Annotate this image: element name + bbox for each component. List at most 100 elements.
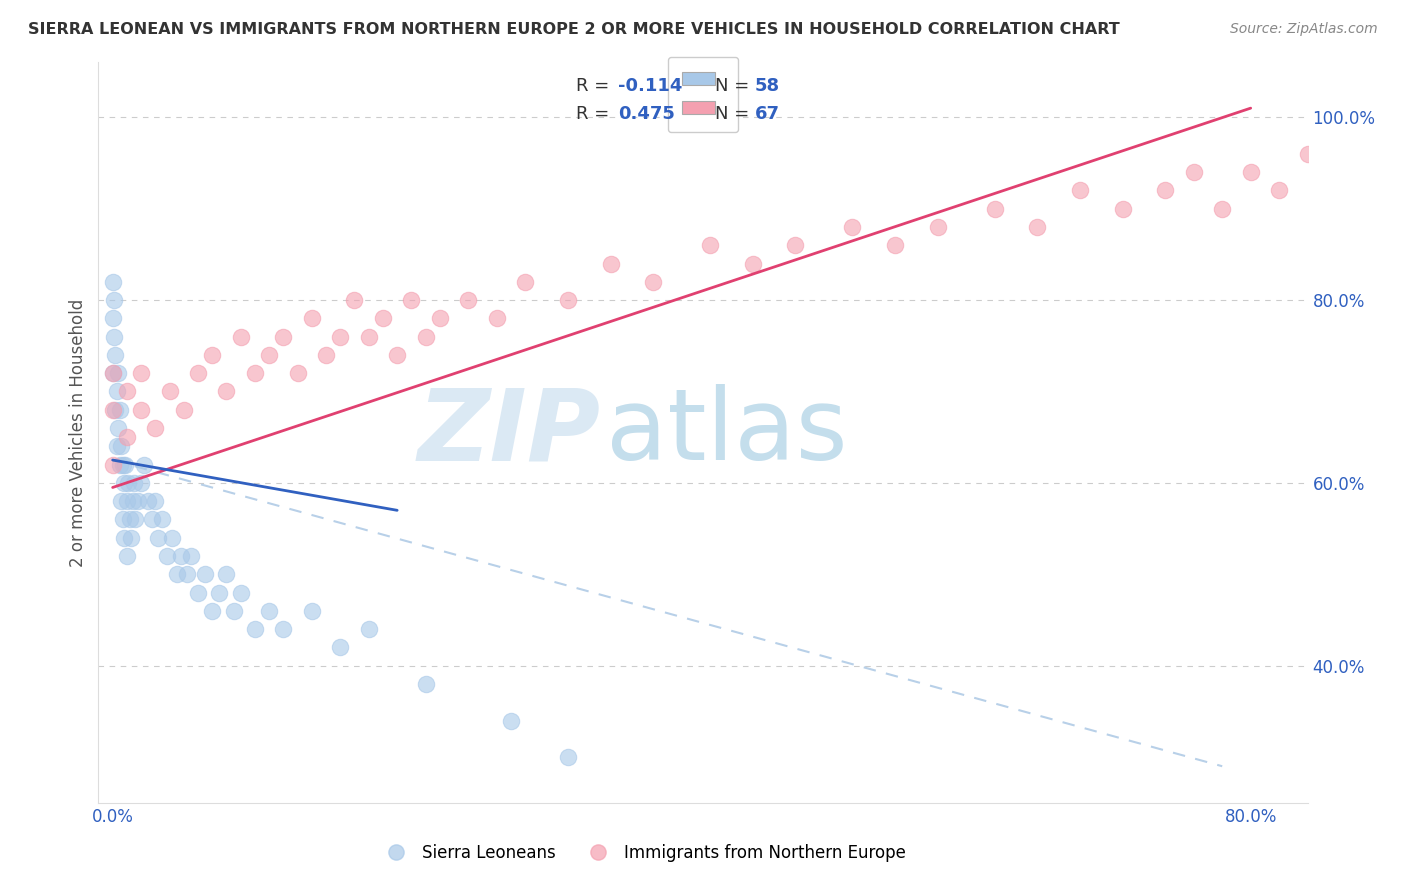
- Y-axis label: 2 or more Vehicles in Household: 2 or more Vehicles in Household: [69, 299, 87, 566]
- Point: [457, 293, 479, 307]
- Point: [108, 402, 131, 417]
- Point: [146, 531, 169, 545]
- Point: [141, 512, 163, 526]
- Point: [243, 366, 266, 380]
- Point: [371, 311, 394, 326]
- Point: [357, 329, 380, 343]
- Point: [112, 531, 135, 545]
- Text: N =: N =: [716, 105, 755, 123]
- Point: [1382, 128, 1405, 143]
- Point: [120, 531, 142, 545]
- Point: [343, 293, 366, 307]
- Point: [201, 348, 224, 362]
- Point: [118, 512, 141, 526]
- Point: [159, 384, 181, 399]
- Point: [1111, 202, 1133, 216]
- Point: [143, 494, 166, 508]
- Point: [127, 494, 149, 508]
- Point: [105, 439, 128, 453]
- Point: [132, 458, 155, 472]
- Point: [115, 430, 138, 444]
- Point: [104, 402, 127, 417]
- Point: [115, 494, 138, 508]
- Point: [222, 604, 245, 618]
- Point: [104, 348, 127, 362]
- Point: [273, 329, 295, 343]
- Point: [1353, 146, 1375, 161]
- Point: [643, 275, 665, 289]
- Text: N =: N =: [716, 77, 755, 95]
- Point: [114, 458, 136, 472]
- Point: [1182, 165, 1205, 179]
- Point: [101, 366, 124, 380]
- Point: [152, 512, 174, 526]
- Point: [229, 585, 252, 599]
- Point: [415, 329, 437, 343]
- Point: [215, 567, 238, 582]
- Point: [273, 622, 295, 636]
- Point: [557, 750, 579, 764]
- Point: [143, 421, 166, 435]
- Point: [699, 238, 721, 252]
- Point: [599, 256, 621, 270]
- Point: [884, 238, 907, 252]
- Point: [1268, 183, 1291, 197]
- Point: [357, 622, 380, 636]
- Text: 0.475: 0.475: [619, 105, 675, 123]
- Point: [176, 567, 198, 582]
- Text: R =: R =: [576, 105, 614, 123]
- Point: [108, 458, 131, 472]
- Text: R =: R =: [576, 77, 614, 95]
- Point: [927, 219, 949, 234]
- Point: [170, 549, 193, 563]
- Point: [173, 402, 195, 417]
- Point: [515, 275, 537, 289]
- Point: [101, 311, 124, 326]
- Point: [499, 714, 522, 728]
- Point: [257, 348, 280, 362]
- Point: [180, 549, 202, 563]
- Point: [166, 567, 188, 582]
- Point: [485, 311, 508, 326]
- Point: [287, 366, 309, 380]
- Point: [1211, 202, 1233, 216]
- Point: [401, 293, 423, 307]
- Point: [415, 677, 437, 691]
- Point: [105, 384, 128, 399]
- Point: [110, 494, 132, 508]
- Point: [1296, 146, 1319, 161]
- Point: [243, 622, 266, 636]
- Point: [429, 311, 451, 326]
- Text: -0.114: -0.114: [619, 77, 683, 95]
- Point: [156, 549, 179, 563]
- Point: [101, 458, 124, 472]
- Point: [101, 402, 124, 417]
- Point: [111, 458, 134, 472]
- Point: [201, 604, 224, 618]
- Point: [208, 585, 231, 599]
- Point: [983, 202, 1005, 216]
- Text: atlas: atlas: [606, 384, 848, 481]
- Point: [117, 475, 139, 490]
- Point: [194, 567, 217, 582]
- Point: [1240, 165, 1263, 179]
- Point: [129, 475, 152, 490]
- Point: [229, 329, 252, 343]
- Point: [1324, 165, 1347, 179]
- Text: Source: ZipAtlas.com: Source: ZipAtlas.com: [1230, 22, 1378, 37]
- Legend: Sierra Leoneans, Immigrants from Northern Europe: Sierra Leoneans, Immigrants from Norther…: [373, 838, 912, 869]
- Point: [111, 512, 134, 526]
- Point: [103, 329, 125, 343]
- Point: [129, 366, 152, 380]
- Point: [557, 293, 579, 307]
- Text: 58: 58: [755, 77, 780, 95]
- Point: [112, 475, 135, 490]
- Point: [785, 238, 807, 252]
- Point: [129, 402, 152, 417]
- Point: [107, 366, 129, 380]
- Point: [107, 421, 129, 435]
- Point: [301, 604, 323, 618]
- Point: [301, 311, 323, 326]
- Point: [257, 604, 280, 618]
- Point: [121, 494, 143, 508]
